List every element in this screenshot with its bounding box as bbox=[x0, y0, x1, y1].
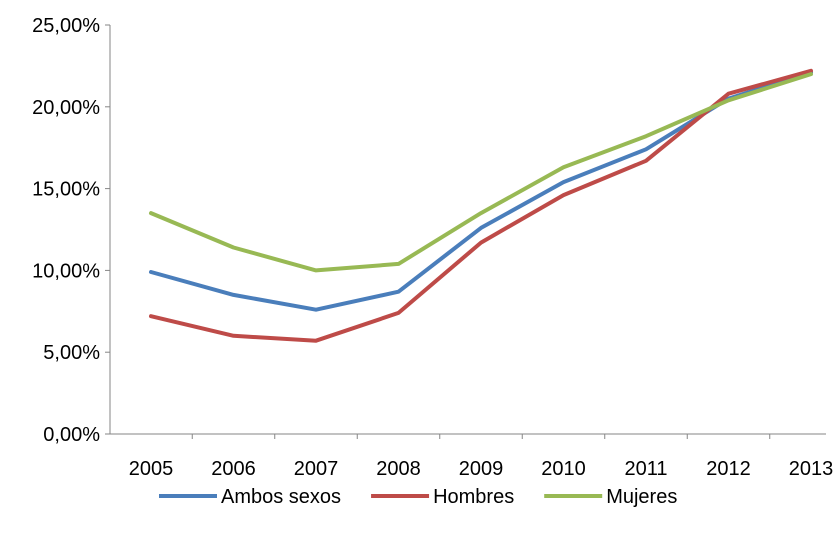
x-tick-label: 2010 bbox=[541, 458, 586, 480]
y-axis-ticks: 0,00% 5,00% 10,00% 15,00% 20,00% 25,00% bbox=[32, 15, 110, 446]
y-tick-label: 20,00% bbox=[32, 97, 100, 119]
legend-item: Hombres bbox=[371, 486, 514, 508]
x-tick-label: 2009 bbox=[459, 458, 504, 480]
legend: Ambos sexos Hombres Mujeres bbox=[159, 486, 677, 508]
x-tick-label: 2013 bbox=[789, 458, 834, 480]
x-tick-label: 2007 bbox=[294, 458, 339, 480]
y-tick-label: 10,00% bbox=[32, 260, 100, 282]
y-tick-label: 5,00% bbox=[43, 342, 100, 364]
series-line-2 bbox=[149, 68, 813, 343]
plot-area: 0,00%5,00%10,00%15,00%20,00%25,00% 2005 2… bbox=[32, 15, 834, 480]
y-tick-label: 25,00% bbox=[32, 15, 100, 37]
legend-label: Mujeres bbox=[606, 486, 677, 508]
series-lines bbox=[149, 68, 813, 343]
x-axis-ticks: 2005 2006 2007 2008 2009 2010 2011 2012 2013 bbox=[129, 434, 834, 480]
x-tick-label: 2005 bbox=[129, 458, 174, 480]
x-tick-label: 2012 bbox=[706, 458, 751, 480]
x-tick-label: 2011 bbox=[624, 458, 667, 480]
y-tick-label: 15,00% bbox=[32, 179, 100, 201]
y-tick-label: 0,00% bbox=[43, 424, 100, 446]
legend-item: Mujeres bbox=[544, 486, 677, 508]
series-line-3 bbox=[149, 72, 813, 273]
legend-item: Ambos sexos bbox=[159, 486, 341, 508]
legend-label: Hombres bbox=[433, 486, 514, 508]
legend-label: Ambos sexos bbox=[221, 486, 341, 508]
x-tick-label: 2008 bbox=[376, 458, 421, 480]
x-tick-label: 2006 bbox=[211, 458, 256, 480]
